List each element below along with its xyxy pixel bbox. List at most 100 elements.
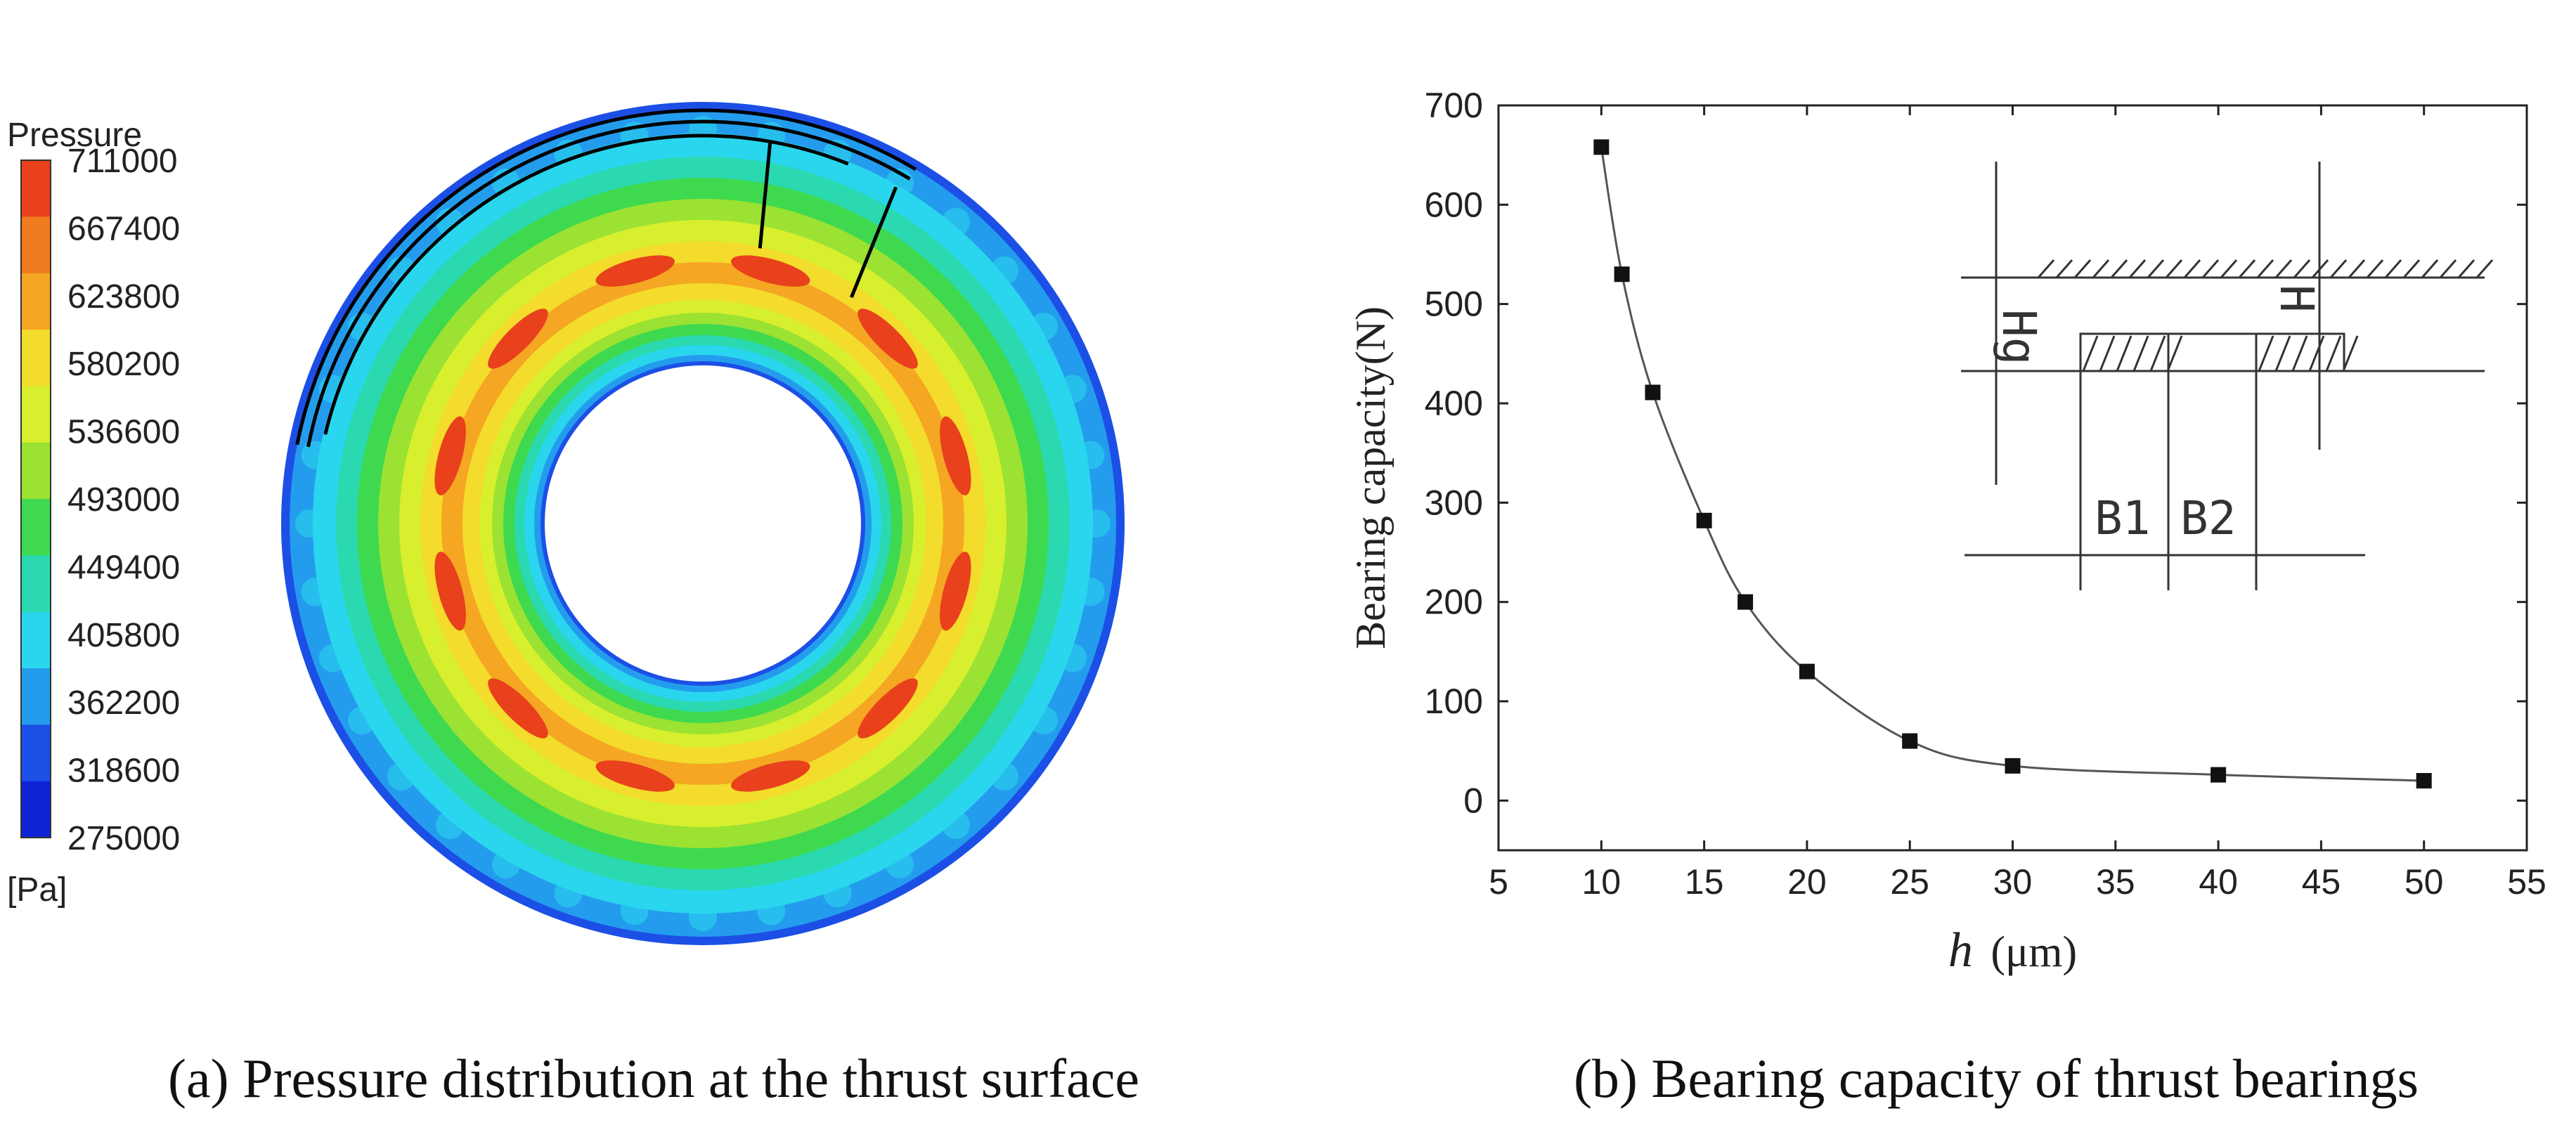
high-pressure-pad [434,552,466,631]
data-point [1593,139,1610,155]
outer-band-notch [301,578,330,606]
data-point [1645,384,1661,401]
inset-hatch [2092,259,2110,278]
inset-hatch [2220,259,2238,278]
outer-band-notch [1076,441,1105,469]
high-pressure-pad [595,760,675,792]
shaft-bore [541,361,865,686]
pad-edge-line [850,186,898,299]
high-pressure-pad [595,255,675,287]
colorbar-label: 711000 [67,143,178,180]
outer-band-notch [990,762,1018,791]
x-tick-label: 10 [1581,862,1621,902]
colorbar-label: 667400 [67,210,180,247]
x-tick-label: 5 [1489,862,1508,902]
inset-hatch [2256,259,2274,278]
data-series [1593,139,2432,789]
x-tick-label: 55 [2507,862,2546,902]
inset-label-b1: B1 [2095,491,2150,545]
y-tick-label: 700 [1425,86,1483,125]
colorbar-label: 449400 [67,549,180,586]
inset-hatch [2274,335,2291,372]
inset-hatch [2183,259,2201,278]
outer-band-notch [348,706,377,734]
inset-hatch [2149,335,2166,372]
inset-hatch [2110,259,2128,278]
outer-band-notch [295,509,323,538]
high-pressure-pad [488,308,548,369]
colorbar-swatch [21,611,51,669]
inset-hatch [2325,335,2342,372]
bearing-capacity-chart: 5 10 15 20 25 30 35 40 45 50 55 0 100 200 300 400 500 600… [1347,86,2546,977]
inset-hatch [2258,335,2274,372]
colorbar-swatch [21,330,51,386]
outer-band-notch [436,810,465,839]
inset-hatch [2073,259,2092,278]
inset-hatch [2457,259,2475,278]
colorbar-label: 493000 [67,481,180,519]
inset-label-h: H [2270,285,2324,313]
plot-frame [1497,104,2528,852]
inset-hatch [2348,259,2366,278]
outer-band-notch [689,903,717,931]
data-point [1737,594,1754,610]
outer-band-notch [1059,644,1087,672]
y-tick-label: 200 [1425,583,1483,622]
inset-hatch [2402,259,2421,278]
colorbar-swatch [21,668,51,725]
y-axis-label: Bearing capacity(N) [1347,306,1394,649]
colorbar-unit: [Pa] [7,871,67,909]
inset-label-b2: B2 [2180,491,2236,545]
colorbar-title: Pressure [7,117,142,154]
colorbar-swatch [21,386,51,443]
inset-hatch [2116,335,2132,372]
x-axis-symbol: h [1948,923,1973,977]
bearing-capacity-panel: 5 10 15 20 25 30 35 40 45 50 55 0 100 200 300 400 500 600… [1293,0,2576,1033]
inset-hatch [2384,259,2402,278]
inset-hatch [2475,259,2494,278]
y-tick-label: 100 [1425,682,1483,721]
pressure-contour-panel: Pressure 711000 667400 623800 580200 536600 4… [0,0,1293,1033]
colorbar: 711000 667400 623800 580200 536600 493000 4494… [20,143,180,857]
inset-hatch [2165,259,2183,278]
colorbar-swatch [21,781,51,838]
inset-hatch [2274,259,2293,278]
colorbar-swatch [21,499,51,556]
colorbar-swatch [21,160,51,217]
y-tick-label: 300 [1425,483,1483,522]
inset-label-hg: Hg [1992,309,2046,365]
outer-band-notch [990,256,1018,285]
colorbar-swatch [21,724,51,782]
high-pressure-pad [434,416,466,495]
y-tick-label: 0 [1463,781,1483,820]
series-line [1600,147,2424,782]
colorbar-frame [20,160,51,838]
colorbar-label: 275000 [67,820,180,857]
outer-band-notch [620,897,649,925]
colorbar-label: 536600 [67,414,180,451]
high-pressure-pad [857,678,918,739]
colorbar-label: 580200 [67,346,180,383]
pad-outline-inner [323,134,849,435]
x-tick-label: 20 [1787,862,1827,902]
outer-band-notch [387,762,416,791]
high-pressure-pad [857,308,918,369]
inset-hatch [2238,259,2256,278]
chart-axes: 5 10 15 20 25 30 35 40 45 50 55 0 100 200 300 400 500 600… [1425,86,2546,902]
inset-hatch [2201,259,2220,278]
outer-band-notch [1029,313,1058,341]
outer-band-notch [492,850,520,878]
inset-hatch [2366,259,2384,278]
data-point [1902,733,1918,749]
colorbar-swatch [21,273,51,330]
inset-hatch [2055,259,2073,278]
high-pressure-pad [731,760,810,792]
x-axis-unit: (μm) [1991,928,2077,976]
outer-band-notch [318,644,347,672]
data-point [2416,773,2432,789]
outer-band-notch [757,897,786,925]
inset-hatch [2293,259,2311,278]
inset-hatch [2439,259,2457,278]
x-axis-label: h (μm) [1948,923,2077,977]
outer-band-notch [1082,509,1111,538]
